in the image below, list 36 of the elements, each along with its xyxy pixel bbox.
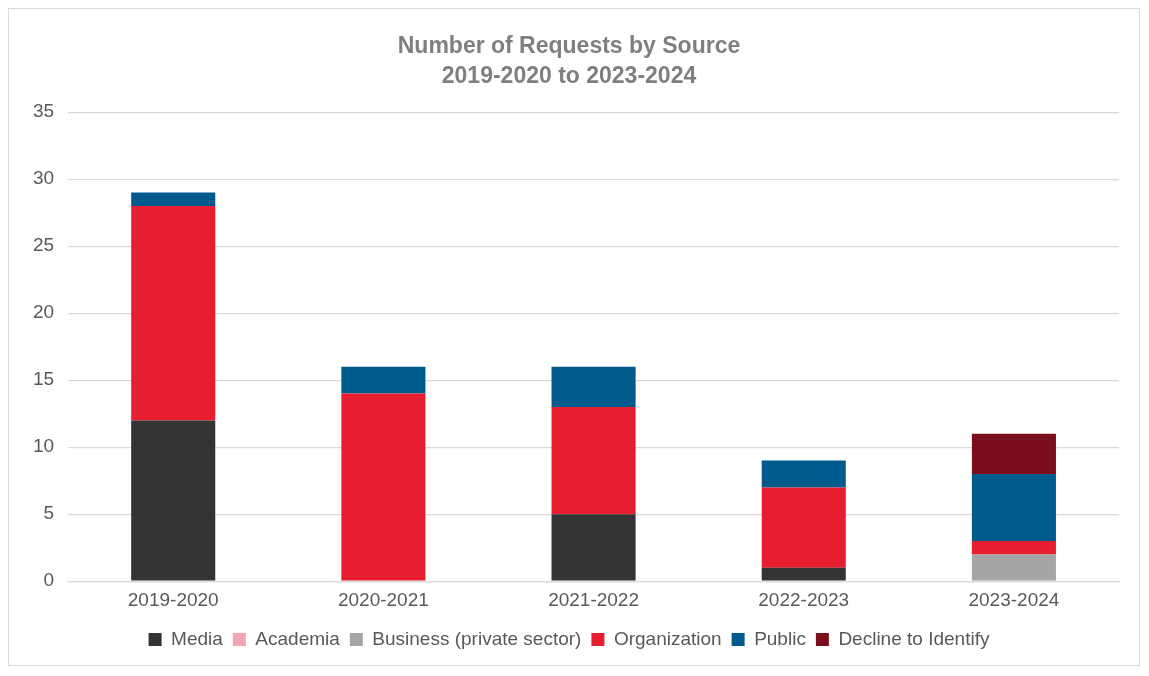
y-tick-label: 20: [32, 301, 55, 323]
bar: [761, 487, 846, 568]
legend-label: Public: [754, 627, 806, 649]
chart-title: Number of Requests by Source: [397, 32, 741, 59]
y-tick-label: 10: [32, 435, 55, 457]
y-tick-label: 15: [32, 368, 55, 390]
bar: [551, 366, 636, 407]
bar: [551, 407, 636, 515]
bar: [971, 433, 1056, 474]
y-tick-label: 35: [32, 100, 55, 122]
y-tick-label: 30: [32, 167, 55, 189]
bar: [971, 474, 1056, 541]
legend-label: Media: [171, 627, 224, 649]
x-tick-label: 2023-2024: [968, 588, 1060, 610]
y-tick-label: 0: [43, 569, 55, 591]
x-tick-label: 2019-2020: [127, 588, 219, 610]
bar: [761, 460, 846, 488]
y-tick-label: 25: [32, 234, 55, 256]
legend-label: Decline to Identify: [838, 627, 990, 649]
legend-label: Organization: [613, 627, 722, 649]
y-tick-label: 5: [43, 502, 55, 524]
bar: [971, 554, 1056, 581]
bar: [341, 366, 426, 394]
bar: [131, 192, 216, 206]
legend-label: Business (private sector): [372, 627, 582, 649]
bar: [971, 541, 1056, 555]
legend-label: Academia: [255, 627, 341, 649]
chart-subtitle: 2019-2020 to 2023-2024: [441, 61, 697, 88]
bar: [131, 420, 216, 581]
bar: [551, 514, 636, 581]
x-tick-label: 2022-2023: [758, 588, 850, 610]
bar: [341, 393, 426, 581]
x-tick-label: 2021-2022: [548, 588, 639, 610]
x-tick-label: 2020-2021: [337, 588, 429, 610]
bar: [761, 567, 846, 581]
bar: [131, 206, 216, 421]
